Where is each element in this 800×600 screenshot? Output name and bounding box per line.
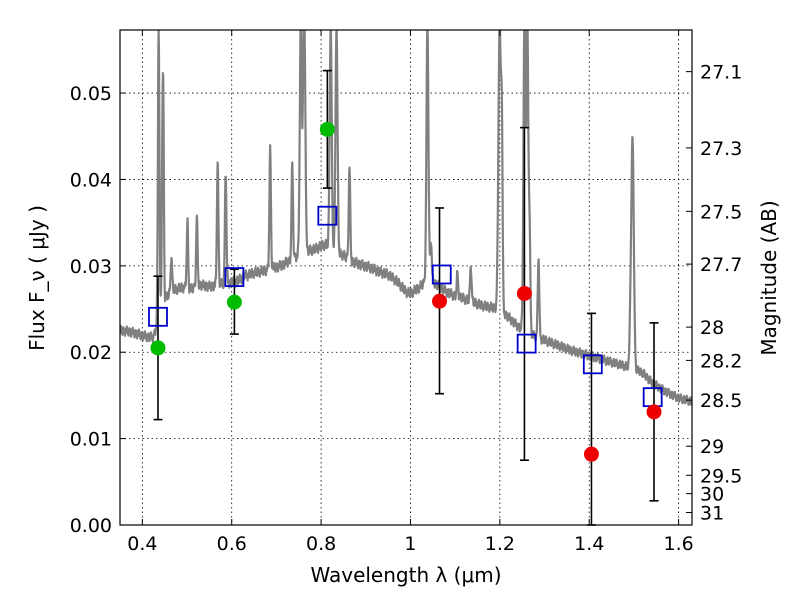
x-tick-label: 0.4 bbox=[127, 533, 157, 555]
observed-points bbox=[150, 121, 662, 462]
y2-axis-label: Magnitude (AB) bbox=[757, 200, 781, 355]
plot-area bbox=[120, 30, 692, 525]
model-photometry-marker bbox=[224, 267, 245, 287]
x-axis-label: Wavelength λ (μm) bbox=[310, 563, 501, 587]
model-spectrum-line bbox=[120, 30, 692, 406]
detection-point bbox=[226, 294, 242, 310]
y-tick-label: 0.03 bbox=[70, 256, 112, 278]
mag-tick-label: 27.7 bbox=[700, 254, 742, 276]
x-tick-label: 1.2 bbox=[485, 533, 515, 555]
mag-tick-label: 29.5 bbox=[700, 465, 742, 487]
mag-tick-label: 28.2 bbox=[700, 350, 742, 372]
x-tick-label: 1 bbox=[404, 533, 416, 555]
x-tick-label: 1.4 bbox=[574, 533, 604, 555]
non-detection-point bbox=[432, 293, 448, 309]
axis-ticks: 0.4 0.6 0.8 1 1.2 1.4 1.6 0.00 0.01 0.02 0.03 0.04 0… bbox=[70, 30, 742, 555]
y-tick-label: 0.02 bbox=[70, 342, 112, 364]
model-photometry-marker bbox=[516, 333, 537, 354]
mag-tick-label: 28.5 bbox=[700, 390, 742, 412]
plot-frame bbox=[119, 29, 693, 526]
model-photometry-marker bbox=[582, 354, 603, 375]
x-tick-label: 1.6 bbox=[663, 533, 693, 555]
detection-point bbox=[150, 340, 166, 356]
mag-tick-label: 27.5 bbox=[700, 201, 742, 223]
non-detection-point bbox=[583, 446, 599, 462]
model-spectrum bbox=[120, 30, 692, 406]
mag-tick-label: 29 bbox=[700, 436, 724, 458]
y-tick-label: 0.01 bbox=[70, 429, 112, 451]
mag-tick-label: 27.3 bbox=[700, 138, 742, 160]
non-detection-point bbox=[646, 404, 662, 420]
mag-tick-label: 27.1 bbox=[700, 62, 742, 84]
mag-tick-label: 30 bbox=[700, 484, 724, 506]
model-photometry-marker bbox=[317, 205, 338, 226]
model-photometry-marker bbox=[148, 306, 168, 327]
x-tick-label: 0.8 bbox=[306, 533, 336, 555]
x-tick-label: 0.6 bbox=[217, 533, 247, 555]
detection-point bbox=[319, 121, 335, 137]
non-detection-point bbox=[516, 285, 532, 301]
y-tick-label: 0.04 bbox=[70, 169, 112, 191]
mag-tick-label: 28 bbox=[700, 317, 724, 339]
mag-tick-label: 31 bbox=[700, 503, 724, 525]
y-tick-label: 0.00 bbox=[70, 515, 112, 537]
y-tick-label: 0.05 bbox=[70, 83, 112, 105]
model-photometry-marker bbox=[431, 264, 452, 285]
y-axis-label: Flux F_ν ( μJy ) bbox=[25, 205, 49, 351]
